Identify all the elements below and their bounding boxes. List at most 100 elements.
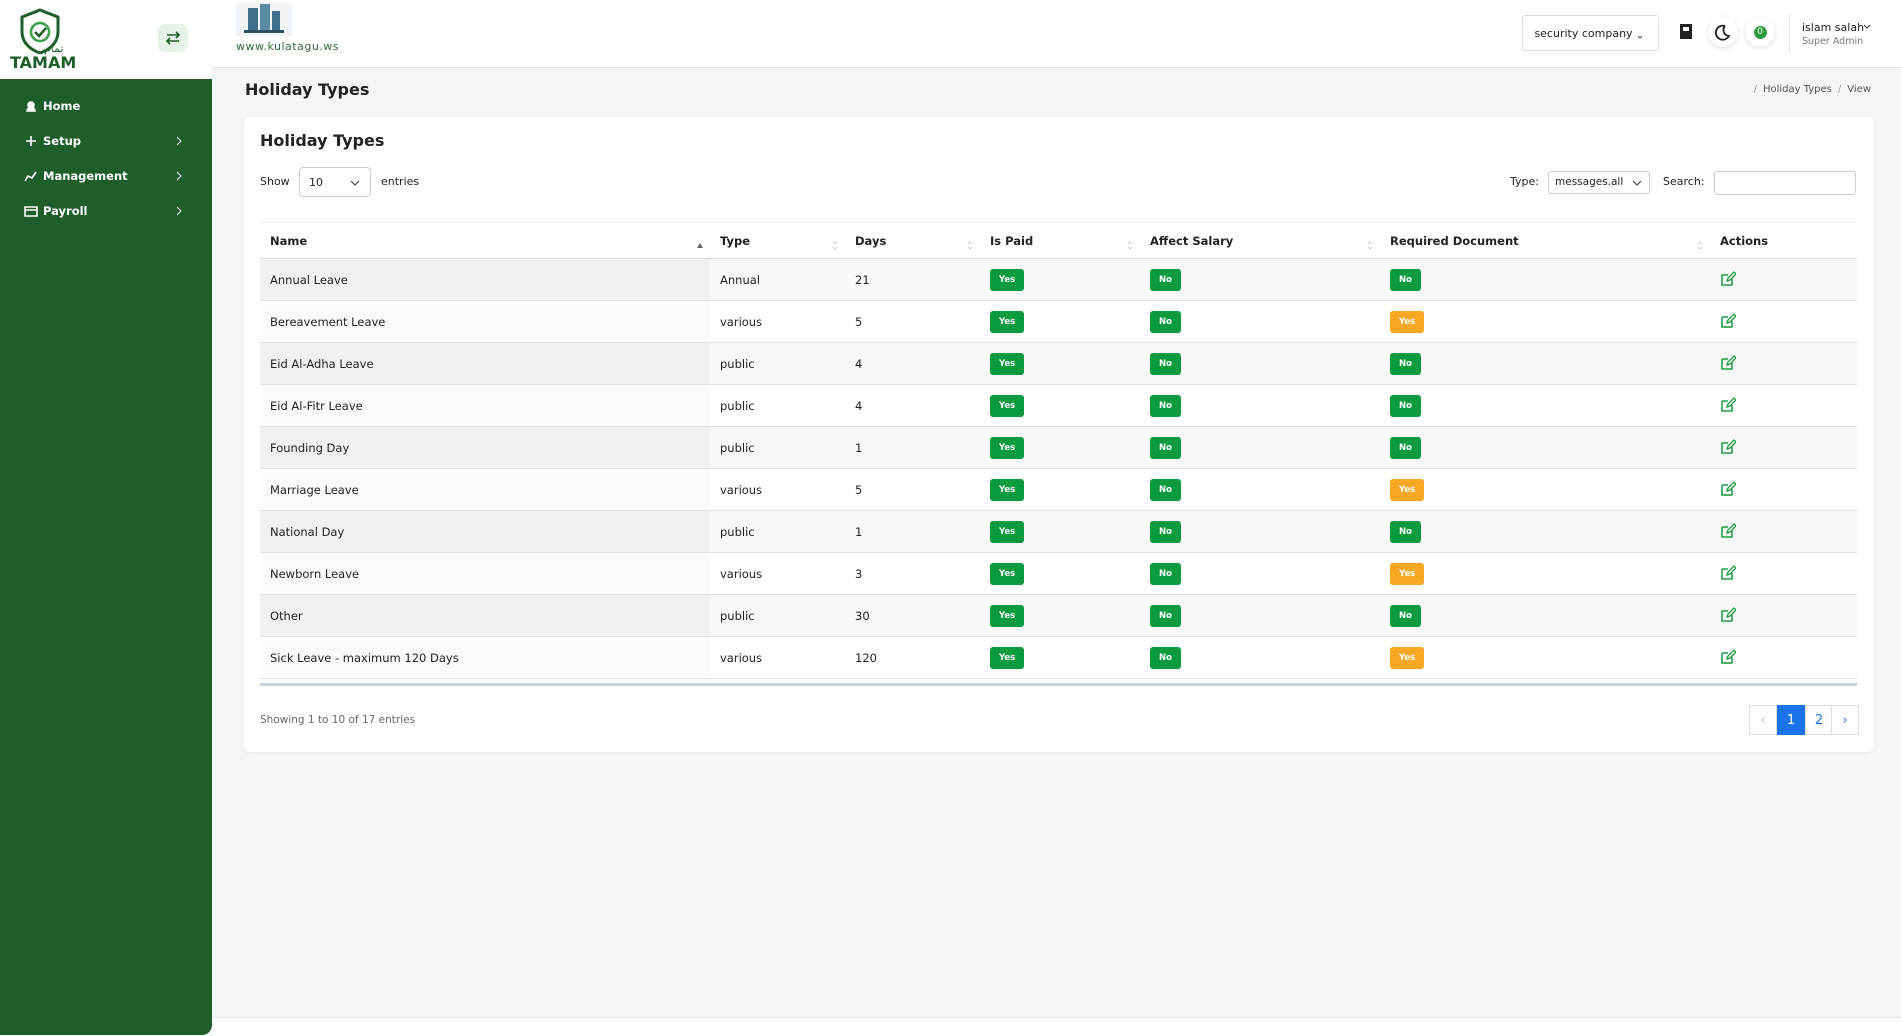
table-cell: Eid Al-Adha Leave: [260, 343, 710, 384]
table-cell: No: [1140, 343, 1380, 384]
search-input[interactable]: [1714, 171, 1856, 195]
table-cell: Yes: [1380, 553, 1710, 594]
footer-bar: [212, 1017, 1901, 1036]
logo-text: TAMAM: [10, 53, 77, 72]
table-cell: 21: [845, 259, 980, 300]
table-cell: 30: [845, 595, 980, 636]
table-cell: public: [710, 427, 845, 468]
cell-text: 1: [855, 440, 863, 455]
logo-icon: [20, 8, 60, 54]
menu-item[interactable]: Payroll: [24, 202, 184, 220]
menu-icon: [26, 101, 36, 112]
status-badge: Yes: [990, 478, 1025, 501]
column-header[interactable]: Is Paid: [980, 222, 1140, 259]
status-badge: No: [1150, 394, 1181, 417]
menu-label: Management: [43, 169, 128, 183]
status-badge: Yes: [990, 520, 1025, 543]
sorted-column-shade: [260, 637, 710, 678]
cell-text: 1: [855, 524, 863, 539]
sidebar-toggle[interactable]: [158, 24, 188, 52]
edit-action[interactable]: [1720, 313, 1737, 329]
breadcrumb-item[interactable]: Holiday Types: [1762, 84, 1832, 95]
cell-text: Marriage Leave: [270, 482, 359, 497]
cell-text: Annual Leave: [270, 272, 348, 287]
table-info: Showing 1 to 10 of 17 entries: [260, 714, 416, 726]
sidebar: [0, 79, 212, 1035]
table-cell: Yes: [980, 427, 1140, 468]
table-cell: Yes: [980, 637, 1140, 678]
menu-caret: [176, 171, 182, 181]
column-header[interactable]: Required Document: [1380, 222, 1710, 259]
status-badge: No: [1150, 310, 1181, 333]
table-cell: Yes: [980, 301, 1140, 342]
sort-icon: [1127, 241, 1133, 250]
column-header[interactable]: Type: [710, 222, 845, 259]
table-cell: No: [1380, 427, 1710, 468]
menu-caret: [176, 136, 182, 146]
sort-icon: [967, 241, 973, 250]
table-cell: Founding Day: [260, 427, 710, 468]
theme-toggle[interactable]: [1708, 17, 1738, 47]
status-badge: Yes: [1390, 562, 1425, 585]
breadcrumb-sep: /: [1753, 84, 1757, 95]
edit-action[interactable]: [1720, 523, 1737, 539]
page-length-select[interactable]: 10: [299, 167, 371, 197]
column-header-text: Actions: [1720, 233, 1769, 248]
table-cell: Yes: [980, 385, 1140, 426]
language-icon[interactable]: [1678, 22, 1696, 42]
cell-text: public: [720, 440, 755, 455]
edit-action[interactable]: [1720, 607, 1737, 623]
pagination-page[interactable]: 1: [1777, 705, 1805, 735]
menu-item[interactable]: Setup: [24, 132, 184, 150]
table-cell: No: [1140, 301, 1380, 342]
edit-action[interactable]: [1720, 397, 1737, 413]
table-cell: No: [1140, 595, 1380, 636]
menu-item[interactable]: Management: [24, 167, 184, 185]
edit-action[interactable]: [1720, 271, 1737, 287]
status-badge: Yes: [990, 562, 1025, 585]
column-header[interactable]: Days: [845, 222, 980, 259]
edit-action[interactable]: [1720, 565, 1737, 581]
menu-item[interactable]: Home: [24, 97, 184, 115]
table-cell: 5: [845, 301, 980, 342]
cell-text: various: [720, 482, 763, 497]
edit-action[interactable]: [1720, 649, 1737, 665]
status-badge: No: [1390, 436, 1421, 459]
column-header-text: Days: [855, 233, 887, 248]
status-badge: No: [1150, 436, 1181, 459]
pagination-next[interactable]: ›: [1831, 705, 1859, 735]
status-badge: Yes: [990, 310, 1025, 333]
company-logo: [236, 2, 292, 36]
pagination-page[interactable]: 2: [1805, 705, 1833, 735]
show-label: Show: [260, 175, 290, 188]
column-header[interactable]: Name: [260, 222, 710, 259]
cell-text: public: [720, 524, 755, 539]
status-badge: Yes: [990, 436, 1025, 459]
cell-text: various: [720, 314, 763, 329]
company-select[interactable]: security company: [1522, 15, 1659, 51]
table-cell: No: [1140, 511, 1380, 552]
table-cell: No: [1140, 553, 1380, 594]
table-cell: Yes: [1380, 301, 1710, 342]
search-label: Search:: [1663, 175, 1705, 188]
cell-text: Newborn Leave: [270, 566, 360, 581]
sorted-column-shade: [260, 343, 710, 384]
table-bottom-border: [260, 683, 1857, 686]
user-name[interactable]: islam salah: [1802, 21, 1865, 34]
table-cell: 4: [845, 385, 980, 426]
table-cell: Annual: [710, 259, 845, 300]
edit-action[interactable]: [1720, 355, 1737, 371]
status-badge: Yes: [1390, 310, 1425, 333]
type-select[interactable]: messages.all: [1548, 171, 1650, 194]
table-cell: public: [710, 511, 845, 552]
notifications[interactable]: 0: [1745, 17, 1775, 47]
menu-label: Setup: [43, 134, 81, 148]
column-header[interactable]: Affect Salary: [1140, 222, 1380, 259]
logo-area: تمام TAMAM: [0, 0, 212, 79]
cell-text: Eid Al-Fitr Leave: [270, 398, 363, 413]
cell-text: Other: [270, 608, 303, 623]
sorted-column-shade: [260, 301, 710, 342]
edit-action[interactable]: [1720, 439, 1737, 455]
edit-action[interactable]: [1720, 481, 1737, 497]
cell-text: 5: [855, 314, 863, 329]
